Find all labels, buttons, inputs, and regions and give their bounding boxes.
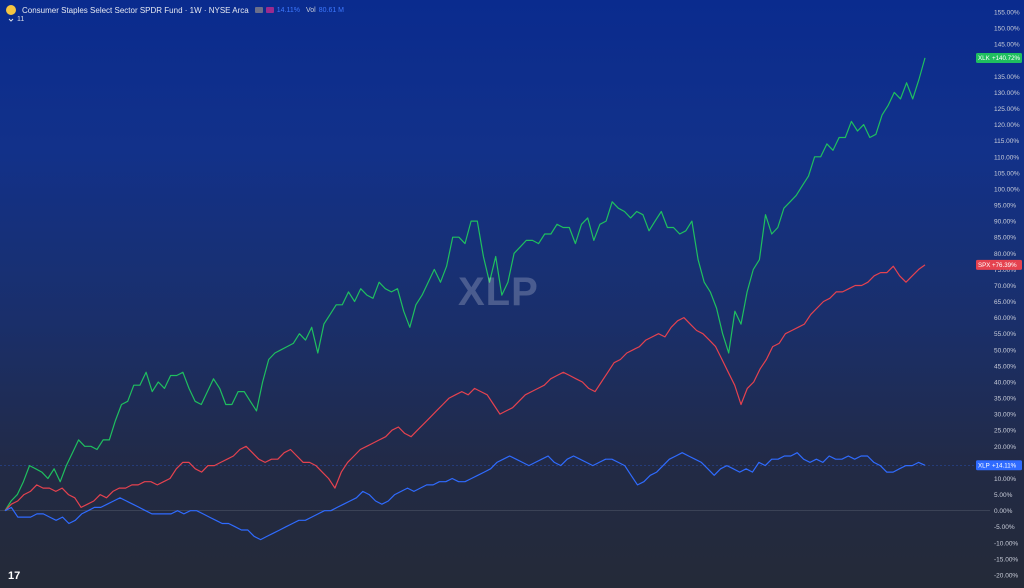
badge-xlp[interactable]: XLP +14.11% <box>976 460 1022 471</box>
chevron-down-icon <box>8 18 14 22</box>
y-tick-label: 60.00% <box>994 315 1016 322</box>
y-tick-label: 55.00% <box>994 331 1016 338</box>
badge-value: +14.11% <box>992 463 1017 470</box>
tradingview-logo-icon[interactable]: 17 <box>8 570 21 582</box>
chart-header: Consumer Staples Select Sector SPDR Fund… <box>6 3 344 17</box>
y-tick-label: 135.00% <box>994 74 1020 81</box>
y-tick-label: 35.00% <box>994 396 1016 403</box>
chip-swatch-icon <box>254 7 263 13</box>
y-tick-label: 110.00% <box>994 154 1019 161</box>
indicators-toggle[interactable]: 11 <box>8 16 24 23</box>
y-tick-label: 95.00% <box>994 203 1016 210</box>
y-tick-label: -20.00% <box>994 573 1018 580</box>
y-tick-label: 105.00% <box>994 170 1020 177</box>
y-tick-label: 50.00% <box>994 347 1016 354</box>
volume-label: Vol <box>305 6 316 14</box>
y-axis: 155.00%150.00%145.00%140.00%135.00%130.0… <box>994 10 1020 580</box>
y-tick-label: 120.00% <box>994 122 1020 129</box>
badge-xlk[interactable]: XLK +140.72% <box>976 52 1022 63</box>
badge-value: +76.39% <box>992 262 1017 269</box>
indicators-count: 11 <box>17 16 25 23</box>
y-tick-label: 25.00% <box>994 428 1016 435</box>
badge-value: +140.72% <box>992 55 1021 62</box>
symbol-title[interactable]: Consumer Staples Select Sector SPDR Fund… <box>22 5 249 15</box>
y-tick-label: 5.00% <box>994 492 1013 499</box>
badge-name: XLP <box>978 463 990 470</box>
series-badges: XLK +140.72% SPX +76.39% XLP +14.11% <box>976 52 1022 471</box>
y-tick-label: 85.00% <box>994 235 1016 242</box>
symbol-logo-icon[interactable] <box>6 5 16 15</box>
y-tick-label: 125.00% <box>994 106 1020 113</box>
y-tick-label: 45.00% <box>994 363 1016 370</box>
series-chip[interactable]: 14.11% <box>254 6 300 14</box>
badge-name: XLK <box>978 55 991 62</box>
y-tick-label: 150.00% <box>994 26 1020 33</box>
y-tick-label: 65.00% <box>994 299 1016 306</box>
y-tick-label: 145.00% <box>994 42 1020 49</box>
y-tick-label: 115.00% <box>994 138 1019 145</box>
series-lines <box>4 57 926 541</box>
series-line-xlp[interactable] <box>4 452 926 541</box>
volume-value: 80.61 M <box>318 6 345 14</box>
y-tick-label: 90.00% <box>994 219 1016 226</box>
y-tick-label: 100.00% <box>994 186 1020 193</box>
y-tick-label: 70.00% <box>994 283 1016 290</box>
y-tick-label: 80.00% <box>994 251 1016 258</box>
y-tick-label: -5.00% <box>994 524 1015 531</box>
y-tick-label: 20.00% <box>994 444 1016 451</box>
y-tick-label: 155.00% <box>994 10 1020 17</box>
y-tick-label: 40.00% <box>994 379 1016 386</box>
chip-swatch-icon <box>265 7 274 13</box>
series-line-xlk[interactable] <box>4 57 926 512</box>
badge-name: SPX <box>978 262 990 269</box>
y-tick-label: 10.00% <box>994 476 1016 483</box>
volume-chip[interactable]: Vol 80.61 M <box>306 7 344 14</box>
y-tick-label: -15.00% <box>994 556 1018 563</box>
y-tick-label: -10.00% <box>994 540 1018 547</box>
chip-value: 14.11% <box>276 6 300 14</box>
y-tick-label: 30.00% <box>994 412 1016 419</box>
y-tick-label: 0.00% <box>994 508 1013 515</box>
badge-spx[interactable]: SPX +76.39% <box>976 259 1022 270</box>
y-tick-label: 75.00% <box>994 267 1016 274</box>
series-line-spx[interactable] <box>4 264 926 512</box>
symbol-watermark: XLP <box>458 270 539 314</box>
y-tick-label: 130.00% <box>994 90 1020 97</box>
